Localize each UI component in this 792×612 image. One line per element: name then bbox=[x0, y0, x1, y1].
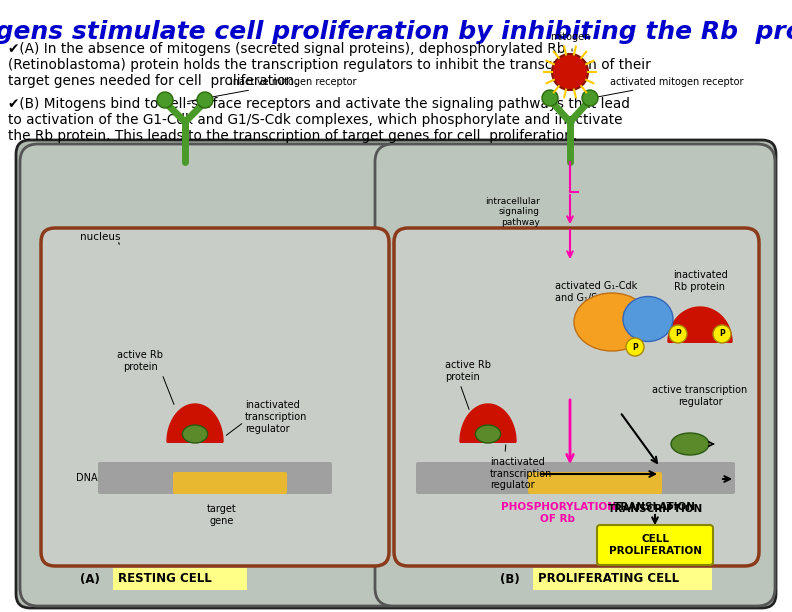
Text: ✔(A) In the absence of mitogens (secreted signal proteins), dephosphorylated Rb: ✔(A) In the absence of mitogens (secrete… bbox=[8, 42, 565, 56]
Text: inactivated
transcription
regulator: inactivated transcription regulator bbox=[490, 457, 552, 490]
Text: Mitogens stimulate cell proliferation by inhibiting the Rb  protein: Mitogens stimulate cell proliferation by… bbox=[0, 20, 792, 44]
FancyBboxPatch shape bbox=[113, 568, 247, 590]
Text: PROLIFERATING CELL: PROLIFERATING CELL bbox=[538, 572, 679, 586]
FancyBboxPatch shape bbox=[41, 228, 389, 566]
FancyBboxPatch shape bbox=[416, 462, 735, 474]
Text: intracellular
signaling
pathway: intracellular signaling pathway bbox=[485, 197, 540, 227]
FancyBboxPatch shape bbox=[98, 462, 332, 474]
Text: (Retinoblastoma) protein holds the transcription regulators to inhibit the trans: (Retinoblastoma) protein holds the trans… bbox=[8, 58, 651, 72]
Text: (A): (A) bbox=[80, 572, 100, 586]
FancyBboxPatch shape bbox=[597, 525, 713, 565]
Text: DNA: DNA bbox=[76, 473, 98, 483]
Text: inactivated
Rb protein: inactivated Rb protein bbox=[672, 271, 727, 292]
Text: TRANSCRIPTION: TRANSCRIPTION bbox=[607, 504, 703, 514]
FancyBboxPatch shape bbox=[528, 472, 662, 494]
FancyBboxPatch shape bbox=[416, 472, 735, 484]
Text: active transcription
regulator: active transcription regulator bbox=[653, 386, 748, 407]
FancyBboxPatch shape bbox=[173, 472, 287, 494]
Text: inactive mitogen receptor: inactive mitogen receptor bbox=[188, 77, 356, 102]
Text: RESTING CELL: RESTING CELL bbox=[118, 572, 211, 586]
FancyBboxPatch shape bbox=[533, 568, 712, 590]
Text: activated G₁-Cdk
and G₁/S-Cdk: activated G₁-Cdk and G₁/S-Cdk bbox=[555, 281, 638, 303]
Polygon shape bbox=[460, 404, 516, 442]
Circle shape bbox=[626, 338, 644, 356]
Ellipse shape bbox=[623, 296, 673, 341]
Text: target
gene: target gene bbox=[208, 504, 237, 526]
Text: TRANSLATION: TRANSLATION bbox=[614, 502, 696, 512]
Text: to activation of the G1-Cdk and G1/S-Cdk complexes, which phosphorylate and inac: to activation of the G1-Cdk and G1/S-Cdk… bbox=[8, 113, 623, 127]
Text: active Rb
protein: active Rb protein bbox=[117, 351, 163, 372]
Ellipse shape bbox=[671, 433, 709, 455]
Text: active Rb
protein: active Rb protein bbox=[445, 360, 491, 382]
Text: PHOSPHORYLATION
OF Rb: PHOSPHORYLATION OF Rb bbox=[501, 502, 615, 524]
Text: P: P bbox=[719, 329, 725, 338]
Text: target genes needed for cell  proliferation.: target genes needed for cell proliferati… bbox=[8, 74, 299, 88]
Circle shape bbox=[669, 325, 687, 343]
FancyBboxPatch shape bbox=[375, 144, 775, 606]
Text: mitogen: mitogen bbox=[550, 32, 590, 42]
Text: ✔(B) Mitogens bind to cell-surface receptors and activate the signaling pathways: ✔(B) Mitogens bind to cell-surface recep… bbox=[8, 97, 630, 111]
Polygon shape bbox=[167, 404, 223, 442]
Circle shape bbox=[552, 54, 588, 90]
FancyBboxPatch shape bbox=[20, 144, 406, 606]
Circle shape bbox=[713, 325, 731, 343]
Circle shape bbox=[582, 90, 598, 106]
Polygon shape bbox=[668, 307, 732, 342]
Text: (B): (B) bbox=[500, 572, 520, 586]
FancyBboxPatch shape bbox=[98, 472, 332, 484]
Ellipse shape bbox=[475, 425, 501, 443]
Circle shape bbox=[542, 90, 558, 106]
Text: activated mitogen receptor: activated mitogen receptor bbox=[595, 77, 744, 97]
FancyBboxPatch shape bbox=[16, 140, 776, 608]
Circle shape bbox=[197, 92, 213, 108]
Text: nucleus: nucleus bbox=[80, 232, 120, 242]
Text: P: P bbox=[675, 329, 681, 338]
Text: CELL
PROLIFERATION: CELL PROLIFERATION bbox=[608, 534, 702, 556]
Ellipse shape bbox=[182, 425, 208, 443]
Text: P: P bbox=[632, 343, 638, 351]
FancyBboxPatch shape bbox=[394, 228, 759, 566]
Text: the Rb protein. This leads to the transcription of target genes for cell  prolif: the Rb protein. This leads to the transc… bbox=[8, 129, 577, 143]
Ellipse shape bbox=[574, 293, 650, 351]
Text: inactivated
transcription
regulator: inactivated transcription regulator bbox=[245, 400, 307, 433]
FancyBboxPatch shape bbox=[416, 482, 735, 494]
FancyBboxPatch shape bbox=[98, 482, 332, 494]
Circle shape bbox=[157, 92, 173, 108]
